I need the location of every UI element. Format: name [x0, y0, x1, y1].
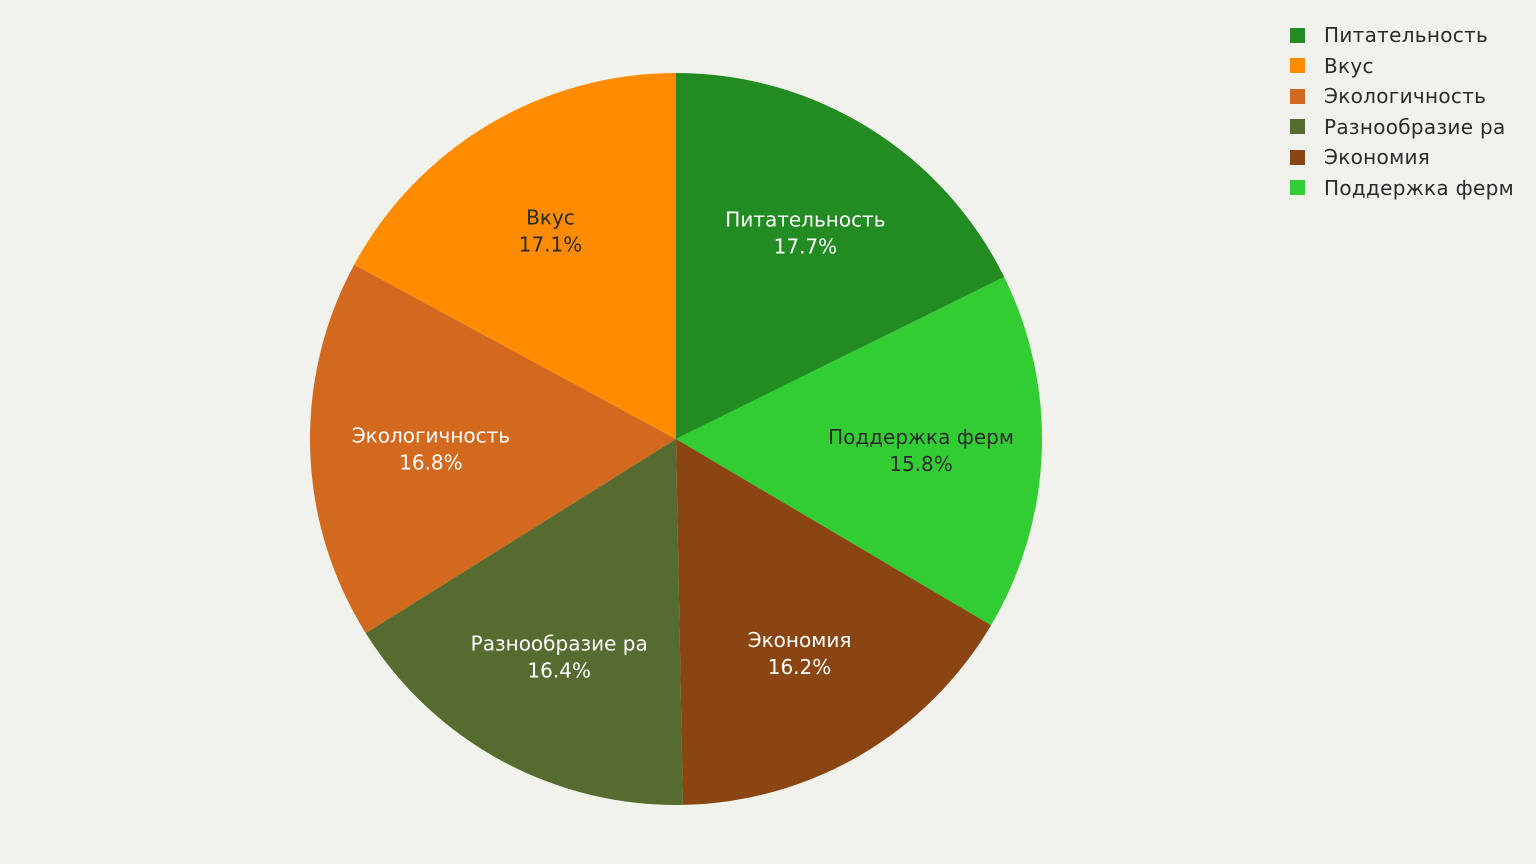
legend-label-0: Питательность	[1324, 23, 1489, 48]
legend-label-2: Экологичность	[1324, 84, 1487, 109]
slice-percent-3: 16.4%	[527, 659, 591, 683]
legend-swatch-1	[1290, 58, 1305, 74]
legend-swatch-3	[1290, 119, 1305, 135]
pie-slice-1[interactable]	[676, 276, 1042, 626]
slice-percent-0: 17.7%	[774, 235, 838, 259]
legend-swatch-2	[1290, 88, 1305, 104]
slice-percent-1: 15.8%	[889, 452, 953, 476]
legend-label-5: Поддержка ферм	[1324, 175, 1515, 200]
pie-slice-0[interactable]	[676, 73, 1005, 439]
legend-swatch-5	[1290, 180, 1305, 196]
slice-percent-2: 16.2%	[768, 655, 832, 679]
legend-label-1: Вкус	[1324, 53, 1374, 78]
pie-slice-3[interactable]	[365, 439, 683, 805]
legend-item-0[interactable]: Питательность	[1290, 20, 1530, 51]
slice-label-0: Питательность	[725, 208, 885, 232]
slice-percent-5: 17.1%	[519, 232, 583, 256]
legend-item-5[interactable]: Поддержка ферм	[1290, 173, 1530, 204]
legend-swatch-0	[1290, 27, 1305, 43]
slice-label-2: Экономия	[748, 628, 852, 652]
legend-label-3: Разнообразие ра	[1324, 114, 1506, 139]
legend-item-3[interactable]: Разнообразие ра	[1290, 112, 1530, 143]
pie-slice-2[interactable]	[676, 439, 992, 805]
chart-legend: Питательность Вкус Экологичность Разнообраз…	[1290, 20, 1530, 203]
legend-item-2[interactable]: Экологичность	[1290, 81, 1530, 112]
slice-label-4: Экологичность	[352, 424, 510, 448]
slice-label-1: Поддержка ферм	[828, 425, 1014, 449]
legend-item-4[interactable]: Экономия	[1290, 142, 1530, 173]
legend-swatch-4	[1290, 149, 1305, 165]
legend-item-1[interactable]: Вкус	[1290, 51, 1530, 82]
slice-label-3: Разнообразие ра	[471, 632, 648, 656]
legend-label-4: Экономия	[1324, 145, 1431, 170]
slice-percent-4: 16.8%	[399, 451, 463, 475]
slice-label-5: Вкус	[526, 205, 575, 229]
pie-slice-5[interactable]	[354, 73, 676, 439]
pie-slice-4[interactable]	[310, 264, 676, 634]
